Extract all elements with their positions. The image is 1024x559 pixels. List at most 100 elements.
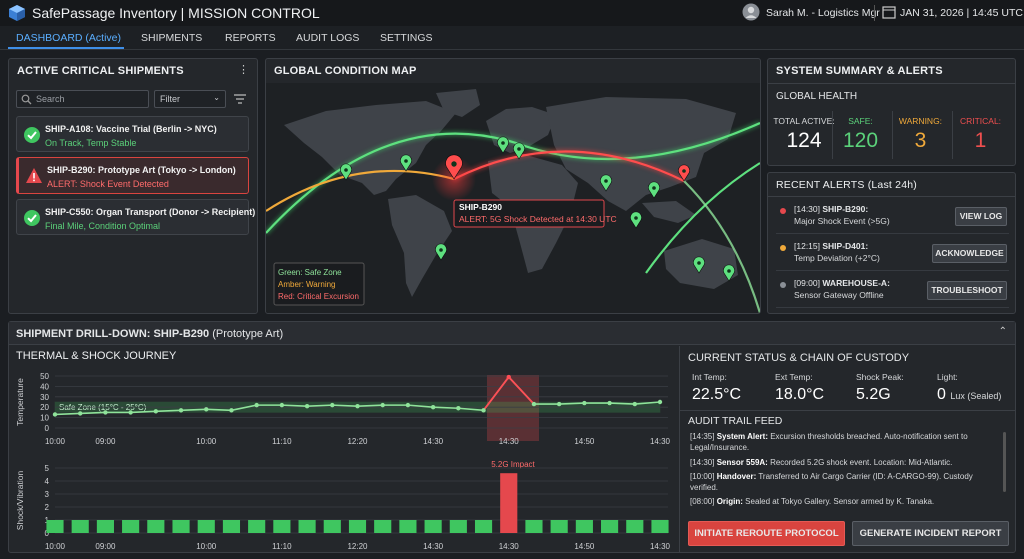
x-tick-label: 12:20	[347, 542, 368, 551]
circle	[747, 6, 755, 14]
filter-select[interactable]: Filter ⌄	[154, 90, 226, 108]
path	[17, 9, 25, 21]
path	[27, 131, 37, 140]
shipment-card[interactable]: SHIP-B290: Prototype Art (Tokyo -> Londo…	[16, 157, 249, 194]
x-tick-label: 09:00	[95, 542, 116, 551]
x-tick-label: 11:10	[272, 542, 292, 551]
search-box[interactable]: Search	[16, 90, 149, 108]
metric-value: 0	[937, 386, 946, 403]
temperature-point	[607, 400, 612, 406]
audit-label: Sensor 559A:	[716, 458, 768, 467]
shock-bar	[122, 520, 140, 533]
shock-bar	[273, 520, 291, 533]
metric: Shock Peak: 5.2G	[856, 372, 904, 404]
drilldown-title: SHIPMENT DRILL-DOWN: SHIP-B290	[16, 328, 210, 340]
audit-time: [08:00]	[690, 497, 715, 506]
shock-bar	[399, 520, 417, 533]
map-pin-dot	[439, 248, 443, 252]
incident-button[interactable]: GENERATE INCIDENT REPORT	[852, 521, 1009, 546]
line	[27, 100, 32, 105]
search-icon	[21, 94, 32, 105]
shipment-card[interactable]: SHIP-A108: Vaccine Trial (Berlin -> NYC)…	[16, 116, 249, 152]
map-pin	[497, 136, 509, 154]
alert-dot	[780, 208, 786, 214]
map-pin	[693, 256, 705, 274]
map-pin-dot	[697, 261, 701, 265]
alert-icon	[26, 168, 42, 183]
map-pin-dot	[344, 168, 348, 172]
shock-bar	[222, 520, 241, 533]
temperature-point	[405, 402, 411, 408]
world-map[interactable]: SHIP-B290 ALERT: 5G Shock Detected at 14…	[266, 83, 760, 313]
stat-value: 124	[786, 129, 822, 152]
reroute-button[interactable]: INITIATE REROUTE PROTOCOL	[688, 521, 845, 546]
legend-item: Green: Safe Zone	[278, 268, 342, 277]
stat: SAFE: 120	[832, 111, 888, 159]
map-pin	[648, 181, 660, 199]
map-pin-dot	[634, 216, 638, 220]
shipment-card[interactable]: SHIP-C550: Organ Transport (Donor -> Rec…	[16, 199, 255, 235]
collapse-icon[interactable]: ⌃	[998, 326, 1007, 337]
circle	[24, 127, 40, 143]
user-avatar	[742, 3, 760, 21]
metric-value-row: 5.2G	[856, 386, 904, 404]
path	[745, 15, 757, 18]
y-tick-label: 40	[40, 382, 49, 391]
nav-bar	[0, 26, 1024, 50]
stat-label: SAFE:	[848, 116, 873, 126]
alert-text: Temp Deviation (+2°C)	[794, 253, 880, 263]
scrollbar[interactable]	[1003, 432, 1006, 492]
nav-item[interactable]: AUDIT LOGS	[296, 32, 360, 44]
map-pin	[600, 174, 612, 192]
shock-bar	[147, 520, 165, 533]
metric-value-row: 0 Lux (Sealed)	[937, 386, 1001, 404]
temperature-point	[632, 401, 637, 407]
audit-time: [10:00]	[690, 472, 715, 481]
y-tick-label: 10	[40, 414, 49, 423]
shipment-status: ALERT: Shock Event Detected	[47, 179, 169, 189]
filter-icon[interactable]	[234, 94, 246, 104]
y-axis-label: Shock/Vibration	[15, 471, 25, 531]
map-panel: GLOBAL CONDITION MAP SHIP-B29	[265, 58, 761, 314]
y-tick-label: 4	[45, 477, 50, 486]
x-tick-label: 14:30	[650, 542, 671, 551]
filter-label: Filter	[160, 94, 180, 104]
drilldown-header	[9, 322, 1015, 345]
alert-button[interactable]: ACKNOWLEDGE	[932, 244, 1007, 263]
north-america	[284, 101, 456, 195]
panel-title: GLOBAL CONDITION MAP	[274, 65, 417, 77]
user-name[interactable]: Sarah M. - Logistics Mgr	[766, 7, 880, 19]
menu-icon[interactable]: ⋮	[238, 64, 249, 76]
shock-bar	[374, 520, 392, 533]
shock-bar	[601, 520, 619, 533]
nav-underline	[8, 47, 124, 49]
nav-item[interactable]: DASHBOARD (Active)	[16, 32, 122, 44]
shock-bar	[651, 520, 669, 533]
x-tick-label: 14:50	[574, 542, 595, 551]
nav-item[interactable]: SETTINGS	[380, 32, 433, 44]
alert-time: [14:30]	[794, 204, 820, 214]
temperature-point	[52, 412, 58, 417]
map-tooltip[interactable]: SHIP-B290 ALERT: 5G Shock Detected at 14…	[453, 199, 617, 228]
path	[234, 94, 246, 104]
y-tick-label: 3	[45, 490, 50, 499]
alert-row: [12:15] SHIP-D401: Temp Deviation (+2°C) A…	[776, 239, 1009, 271]
temperature-point	[531, 401, 537, 407]
greenland	[436, 89, 480, 117]
alert-button[interactable]: TROUBLESHOOT	[927, 281, 1007, 300]
nav-item[interactable]: SHIPMENTS	[141, 32, 203, 44]
map-pin-dot	[501, 141, 505, 145]
x-tick-label: 14:30	[650, 437, 671, 446]
map-pin-dot	[727, 269, 731, 273]
metric-label: Shock Peak:	[856, 372, 904, 382]
audit-label: System Alert:	[716, 432, 768, 441]
x-tick-label: 14:30	[423, 542, 444, 551]
nav-item[interactable]: REPORTS	[225, 32, 276, 44]
datetime: JAN 31, 2026 | 14:45 UTC	[900, 7, 1023, 19]
alert-button[interactable]: VIEW LOG	[955, 207, 1007, 226]
y-tick-label: 20	[40, 403, 49, 412]
stat: WARNING: 3	[892, 111, 948, 159]
audit-time: [14:35]	[690, 432, 715, 441]
metric: Int Temp: 22.5°C	[692, 372, 741, 404]
